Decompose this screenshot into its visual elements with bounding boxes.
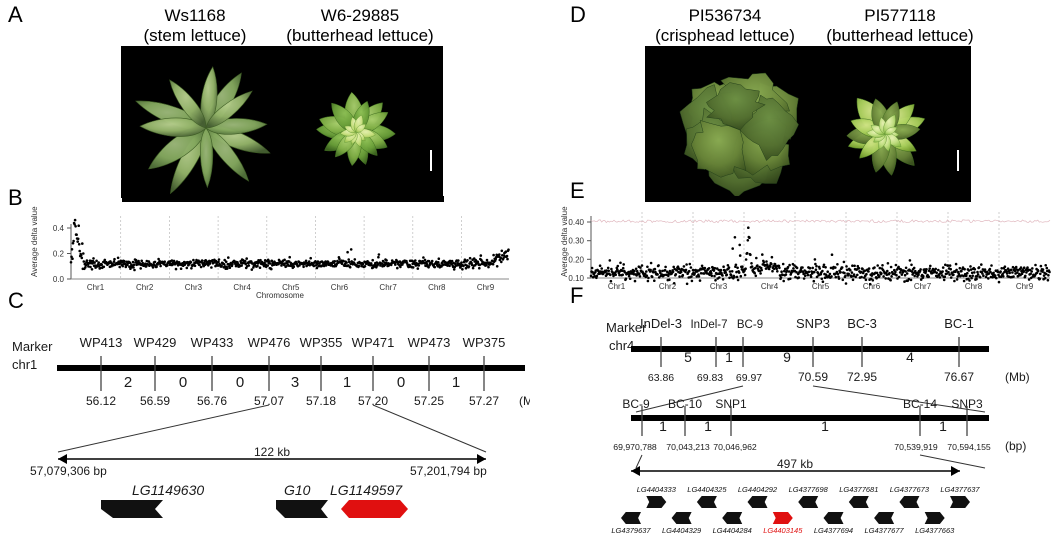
svg-text:BC-9: BC-9: [622, 397, 650, 411]
svg-text:0.40: 0.40: [568, 218, 584, 227]
svg-text:BC-9: BC-9: [737, 319, 763, 331]
svg-text:1: 1: [704, 418, 712, 434]
svg-text:LG4377677: LG4377677: [864, 526, 904, 534]
svg-text:LG4404329: LG4404329: [662, 526, 702, 534]
svg-text:LG4404333: LG4404333: [637, 485, 677, 494]
svg-text:LG4377673: LG4377673: [890, 485, 930, 494]
svg-text:497 kb: 497 kb: [777, 457, 813, 471]
svg-text:63.86: 63.86: [648, 372, 674, 384]
svg-text:InDel-7: InDel-7: [690, 319, 727, 331]
svg-text:70,594,155: 70,594,155: [947, 442, 991, 452]
svg-text:LG4404292: LG4404292: [738, 485, 778, 494]
svg-text:70,539,919: 70,539,919: [894, 442, 938, 452]
svg-text:LG4404325: LG4404325: [687, 485, 727, 494]
svg-text:69.83: 69.83: [697, 372, 723, 384]
svg-text:LG4377637: LG4377637: [940, 485, 980, 494]
svg-text:SNP3: SNP3: [796, 316, 830, 331]
svg-text:LG4403145: LG4403145: [763, 526, 803, 534]
svg-text:Chr8: Chr8: [965, 282, 983, 291]
svg-text:72.95: 72.95: [847, 370, 877, 384]
svg-text:69.97: 69.97: [736, 372, 762, 384]
svg-text:(Mb): (Mb): [1005, 370, 1030, 384]
svg-text:LG4404284: LG4404284: [713, 526, 752, 534]
svg-text:4: 4: [906, 349, 914, 365]
svg-text:0.20: 0.20: [568, 255, 584, 264]
svg-text:0.30: 0.30: [568, 237, 584, 246]
svg-text:Chr9: Chr9: [1016, 282, 1034, 291]
svg-text:Chr4: Chr4: [761, 282, 779, 291]
svg-text:Chr1: Chr1: [608, 282, 626, 291]
svg-text:70,043,213: 70,043,213: [666, 442, 710, 452]
svg-text:Chr5: Chr5: [812, 282, 830, 291]
svg-text:LG4377698: LG4377698: [789, 485, 829, 494]
svg-text:69,970,788: 69,970,788: [613, 442, 657, 452]
svg-text:Chr3: Chr3: [710, 282, 728, 291]
svg-text:Chr6: Chr6: [863, 282, 881, 291]
svg-text:1: 1: [939, 418, 947, 434]
svg-text:BC-1: BC-1: [944, 316, 974, 331]
svg-text:Chr7: Chr7: [914, 282, 932, 291]
svg-text:1: 1: [821, 418, 829, 434]
svg-text:5: 5: [684, 349, 692, 365]
svg-text:9: 9: [783, 349, 791, 365]
svg-text:70,046,962: 70,046,962: [713, 442, 757, 452]
svg-text:InDel-3: InDel-3: [640, 316, 682, 331]
svg-text:1: 1: [659, 418, 667, 434]
svg-text:chr4: chr4: [609, 338, 634, 353]
svg-text:1: 1: [725, 349, 733, 365]
svg-text:70.59: 70.59: [798, 370, 828, 384]
svg-text:(bp): (bp): [1005, 439, 1026, 453]
svg-text:LG4377681: LG4377681: [839, 485, 878, 494]
svg-text:LG4377663: LG4377663: [915, 526, 955, 534]
svg-text:76.67: 76.67: [944, 370, 974, 384]
svg-text:0.10: 0.10: [568, 274, 584, 283]
svg-text:LG4379637: LG4379637: [611, 526, 651, 534]
svg-text:BC-3: BC-3: [847, 316, 877, 331]
svg-text:LG4377694: LG4377694: [814, 526, 853, 534]
